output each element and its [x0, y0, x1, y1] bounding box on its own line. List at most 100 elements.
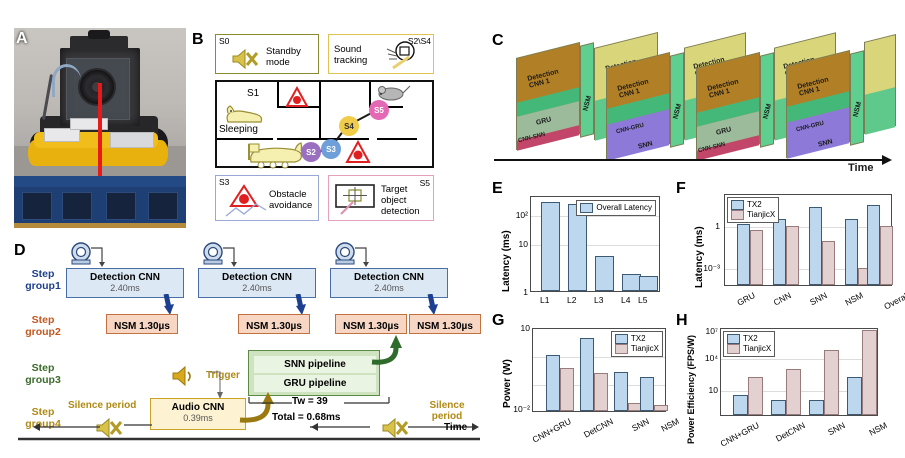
slab-region-green8	[865, 87, 895, 135]
chart-h-xtick-snn: SNN	[826, 420, 847, 438]
chart-h-gridline-1e4	[721, 359, 877, 360]
state-box-s3: S3 Obstacle avoidance	[215, 175, 319, 221]
chart-h-bar-snn-tx2	[809, 400, 824, 415]
detection-cnn-title-2: Detection CNN	[221, 272, 292, 283]
maze-label-s1: S1	[247, 88, 260, 99]
detection-cnn-time-2: 2.40ms	[242, 283, 272, 293]
chart-e-bar-l5	[639, 276, 658, 291]
panel-label-c: C	[492, 32, 504, 49]
panel-d-time-axis	[18, 437, 480, 441]
panel-label-g: G	[492, 312, 505, 329]
state-text-s0: Standby mode	[266, 46, 301, 68]
total-label: Total = 0.68ms	[272, 412, 340, 423]
chart-f-bar-gru-tx2	[737, 224, 750, 285]
state-node-s3-label: S3	[326, 144, 336, 154]
pipeline-container: SNN pipeline GRU pipeline	[248, 350, 380, 396]
chart-g-ytick-10: 10	[520, 323, 530, 333]
panel-d-time-text: Time	[444, 422, 468, 433]
state-tag-s3: S3	[219, 177, 230, 187]
camera-icon-3	[335, 242, 369, 267]
detection-cnn-time-1: 2.40ms	[110, 283, 140, 293]
detection-cnn-box-2: Detection CNN 2.40ms	[198, 268, 316, 298]
cat-walking-icon	[248, 142, 303, 169]
chart-f-bar-snn-tx2	[809, 207, 822, 285]
panel-c-time-label: Time	[848, 162, 874, 174]
chart-g-bar-detcnn-tx2	[580, 338, 594, 411]
obstacle-warning-icon	[225, 184, 267, 217]
nsm-label-1: NSM 1.30µs	[114, 321, 170, 332]
red-pointer-line	[98, 83, 102, 203]
maze-wall-v2	[319, 82, 321, 140]
chart-g-bar-detcnn-tianjicx	[594, 373, 608, 411]
panel-label-d: D	[14, 242, 26, 259]
chart-f-bar-nsm-tx2	[845, 219, 858, 285]
step-group-3-line2: group3	[25, 374, 61, 386]
nsm-box-4: NSM 1.30µs	[409, 314, 481, 334]
nsm-box-2: NSM 1.30µs	[238, 314, 310, 334]
label-card-2	[70, 118, 108, 130]
nsm-label-4: NSM 1.30µs	[417, 321, 473, 332]
state-node-s5-label: S5	[374, 105, 384, 115]
chart-e-bar-l3	[595, 256, 614, 291]
chart-f-bar-overall-tx2	[867, 205, 880, 285]
chart-f-gridline-1	[725, 227, 891, 228]
chart-h-legend-row-tx2: TX2	[727, 334, 771, 344]
panel-label-h: H	[676, 312, 688, 329]
chart-h-bar-cnngru-tx2	[733, 395, 748, 415]
chart-h-axes: TX2 TianjicX	[720, 328, 878, 416]
chart-g-legend-label-tianjicx: TianjicX	[630, 344, 659, 353]
detection-cnn-title-1: Detection CNN	[89, 272, 160, 283]
warning-triangle-icon-1	[285, 86, 309, 107]
chart-f-legend-label-tx2: TX2	[747, 200, 762, 209]
step-group-3-label: Step group3	[12, 362, 74, 386]
silence-text-left: Silence period	[68, 400, 137, 411]
silence-period-label-right: Silence period	[414, 400, 480, 422]
chart-e-gridline-10	[531, 245, 659, 246]
silence-period-label-left: Silence period	[68, 400, 136, 411]
chart-e-legend-swatch	[580, 203, 594, 213]
step-group-2-label: Step group2	[12, 314, 74, 338]
panel-h-power-efficiency-chart: Power Efficiency (FPS/W) TX2 TianjicX 10…	[672, 312, 904, 456]
panel-label-e: E	[492, 180, 503, 197]
chart-h-legend-label-tx2: TX2	[743, 334, 758, 343]
chart-g-legend: TX2 TianjicX	[610, 331, 663, 357]
pcb-top-strip	[14, 176, 186, 187]
chart-h-ytick-10: 10	[708, 385, 718, 395]
chart-e-xtick-l3: L3	[594, 295, 604, 305]
audio-cnn-connector-left	[124, 424, 152, 426]
chart-h-xtick-nsm: NSM	[867, 420, 889, 438]
panel-d-time-label: Time	[444, 422, 467, 433]
state-box-s2-s4: S2\S4 Sound tracking	[328, 34, 434, 74]
chip-slab-nsm-3	[760, 52, 774, 148]
silence-arrow-far-right	[408, 423, 479, 431]
muted-speaker-icon-left	[96, 417, 123, 439]
chart-h-xtick-detcnn: DetCNN	[774, 420, 807, 444]
camera-icon-1	[71, 242, 105, 267]
audio-cnn-title: Audio CNN	[171, 402, 225, 413]
chart-e-ytick-10: 10	[518, 239, 528, 249]
chart-f-legend-swatch-tianjicx	[731, 210, 744, 220]
chart-g-bar-snn-tx2	[614, 372, 628, 411]
step-group-2-line1: Step	[31, 314, 55, 326]
label-card-3	[110, 132, 154, 148]
chart-g-legend-swatch-tianjicx	[614, 344, 628, 354]
chip-slab-nsm-2	[670, 52, 684, 148]
panel-f-latency-comparison-chart: Latency (ms) TX2 TianjicX 1 10⁻³	[672, 180, 905, 315]
nsm-box-1: NSM 1.30µs	[106, 314, 178, 334]
panel-label-f: F	[676, 180, 686, 197]
silence-arrow-right	[310, 423, 370, 431]
maze-wall-h3	[277, 138, 369, 140]
step-group-1-line2: group1	[25, 280, 61, 292]
panel-a-robot-photo	[14, 28, 186, 228]
chart-e-xtick-l2: L2	[567, 295, 577, 305]
chart-f-axes: TX2 TianjicX	[724, 194, 893, 286]
camera-icon-2	[203, 242, 237, 267]
chart-h-bar-nsm-tx2	[847, 377, 862, 415]
muted-speaker-icon-right	[382, 417, 409, 439]
step-group-1-line1: Step	[31, 268, 55, 280]
panel-e-latency-chart: Latency (ms) Overall Latency 1 10 10² L1…	[488, 180, 668, 315]
speaker-trigger-icon	[172, 365, 191, 387]
state-node-s2-label: S2	[306, 147, 316, 157]
maze-wall-h2	[217, 138, 273, 140]
step-group-2-line2: group2	[25, 326, 61, 338]
